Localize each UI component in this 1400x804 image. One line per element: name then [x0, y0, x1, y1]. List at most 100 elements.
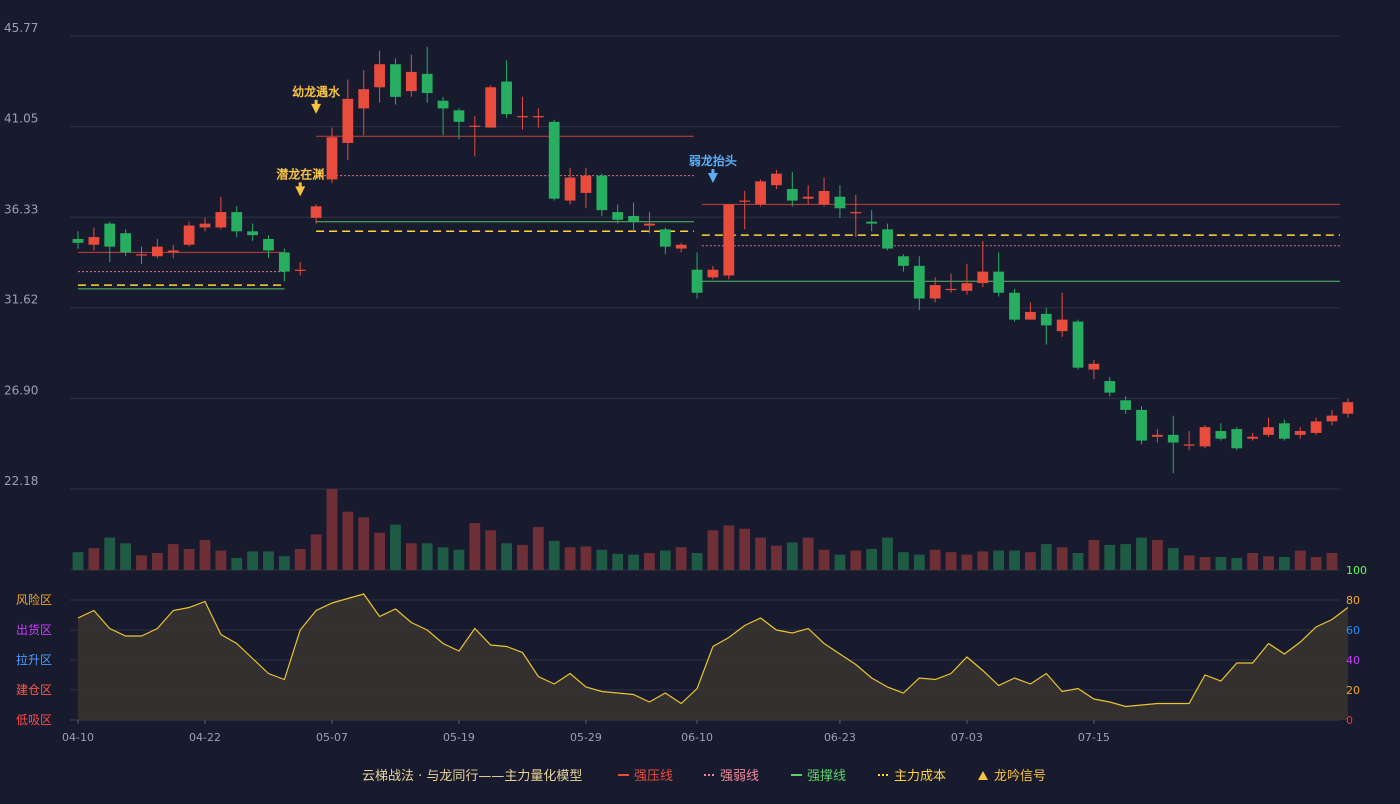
volume-bar	[945, 552, 957, 570]
candle-body	[1040, 313, 1052, 326]
legend-label: 龙吟信号	[994, 768, 1046, 784]
volume-bar	[342, 511, 354, 570]
candle	[818, 177, 830, 207]
candle-body	[850, 212, 862, 214]
candle-body	[675, 244, 687, 249]
candle	[548, 119, 560, 201]
legend-title: 云梯战法 · 与龙同行——主力量化模型	[362, 769, 582, 784]
candle	[739, 190, 751, 230]
candle-body	[1247, 436, 1259, 439]
candle-body	[485, 87, 497, 128]
candle	[215, 196, 227, 230]
candle	[993, 252, 1005, 297]
volume-bar	[1056, 547, 1068, 570]
legend-item-signal[interactable]: 龙吟信号	[978, 768, 1046, 784]
volume-bar	[1231, 557, 1243, 570]
candle	[1183, 431, 1195, 451]
x-tick-label: 06-10	[681, 731, 713, 744]
oscillator-area	[78, 594, 1348, 720]
signal-arrow-icon	[311, 103, 322, 114]
candle-body	[342, 98, 354, 143]
candle-body	[1104, 381, 1116, 393]
candle	[659, 227, 671, 255]
candle	[802, 185, 814, 205]
volume-bar	[1040, 544, 1052, 570]
osc-tick-label: 80	[1346, 594, 1360, 607]
candle	[120, 229, 132, 257]
candle-body	[1326, 415, 1338, 422]
candle-body	[1025, 311, 1036, 320]
osc-zone-label: 出货区	[16, 622, 52, 637]
candle-body	[310, 206, 322, 218]
candle	[1104, 377, 1116, 397]
candle	[167, 244, 179, 259]
candle	[691, 252, 703, 299]
price-tick-label: 26.90	[4, 383, 38, 397]
legend-item-support[interactable]: 强撑线	[791, 769, 846, 784]
candle	[1056, 292, 1068, 337]
volume-bar	[326, 489, 338, 570]
volume-bar	[310, 534, 322, 570]
candle-body	[358, 89, 370, 109]
candle-body	[405, 71, 417, 92]
volume-bar	[644, 552, 655, 570]
volume-bar	[580, 546, 592, 570]
candle-body	[580, 175, 592, 193]
candle-body	[818, 190, 830, 205]
volume-bar	[294, 548, 306, 570]
candle-body	[390, 64, 401, 97]
candle	[453, 108, 465, 140]
candle	[564, 167, 576, 205]
candle	[723, 204, 735, 280]
price-tick-label: 31.62	[4, 293, 38, 307]
candle-body	[929, 285, 941, 299]
candle-body	[961, 283, 973, 291]
volume-bar	[628, 554, 639, 570]
candle	[501, 60, 512, 118]
signal-arrow-icon	[707, 172, 718, 183]
candle-body	[215, 212, 227, 228]
candle	[882, 223, 893, 251]
candle-body	[517, 116, 528, 118]
candle	[644, 212, 655, 234]
volume-bar	[485, 530, 497, 570]
volume-bar	[120, 543, 132, 570]
x-tick-label: 04-22	[189, 731, 221, 744]
candle	[247, 223, 259, 241]
candle	[786, 171, 798, 207]
volume-bar	[707, 530, 719, 570]
candle	[675, 242, 687, 253]
candle	[580, 167, 592, 209]
candle	[421, 46, 433, 103]
candle	[1310, 417, 1322, 435]
legend: 云梯战法 · 与龙同行——主力量化模型 强压线 强弱线 强撑线 主力成本 龙吟信号	[362, 768, 1046, 784]
candle-body	[1009, 292, 1020, 320]
candle	[929, 277, 941, 303]
legend-item-resist[interactable]: 强压线	[618, 769, 673, 784]
candle-body	[644, 223, 655, 226]
candle-body	[151, 246, 163, 257]
legend-label: 强压线	[634, 769, 673, 784]
volume-bar	[1294, 550, 1306, 570]
volume-bar	[659, 550, 671, 570]
volume-bar	[564, 547, 576, 570]
candle	[913, 256, 925, 311]
candle	[1294, 427, 1306, 439]
candle-body	[1278, 423, 1290, 439]
volume-bar	[72, 552, 84, 570]
candle-body	[326, 137, 338, 180]
candle-body	[739, 200, 751, 202]
candle	[1278, 419, 1290, 441]
candle	[199, 217, 211, 232]
candle-body	[612, 212, 624, 220]
candle-body	[771, 173, 782, 186]
legend-item-weak[interactable]: 强弱线	[704, 769, 759, 784]
candle	[358, 69, 370, 136]
candle-body	[453, 110, 465, 122]
candle	[1326, 409, 1338, 426]
volume-bar	[199, 540, 211, 570]
volume-bar	[739, 528, 751, 570]
candle	[151, 238, 163, 259]
volume-bar	[1167, 548, 1179, 570]
legend-item-cost[interactable]: 主力成本	[878, 769, 946, 784]
